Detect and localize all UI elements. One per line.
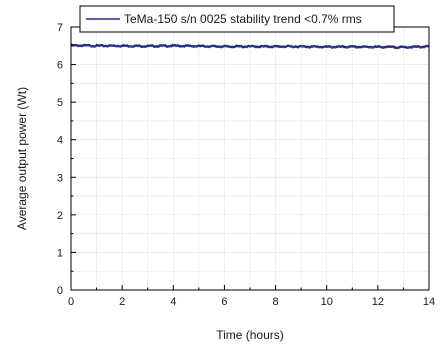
legend: TeMa-150 s/n 0025 stability trend <0.7% … [79,5,395,33]
y-tick-label: 4 [57,135,63,147]
series-layer [70,43,430,50]
y-tick-label: 5 [57,97,63,109]
legend-label: TeMa-150 s/n 0025 stability trend <0.7% … [124,12,362,26]
legend-box [79,5,395,33]
x-axis-title: Time (hours) [216,328,284,342]
x-tick-label: 2 [119,296,125,308]
y-tick-label: 0 [57,285,63,297]
y-tick-label: 1 [57,247,63,259]
series-line-band [70,45,430,50]
y-tick-label: 2 [57,210,63,222]
x-tick-label: 8 [273,296,279,308]
x-tick-label: 10 [321,296,333,308]
y-axis-title: Average output power (Wt) [15,87,29,230]
grid [70,26,430,291]
x-tick-label: 6 [221,296,227,308]
y-tick-label: 3 [57,172,63,184]
series-line [70,43,430,49]
x-tick-label: 0 [68,296,74,308]
y-tick-label: 7 [57,22,63,34]
x-tick-label: 4 [170,296,176,308]
x-tick-label: 12 [372,296,384,308]
y-tick-label: 6 [57,60,63,72]
x-tick-label: 14 [423,296,435,308]
